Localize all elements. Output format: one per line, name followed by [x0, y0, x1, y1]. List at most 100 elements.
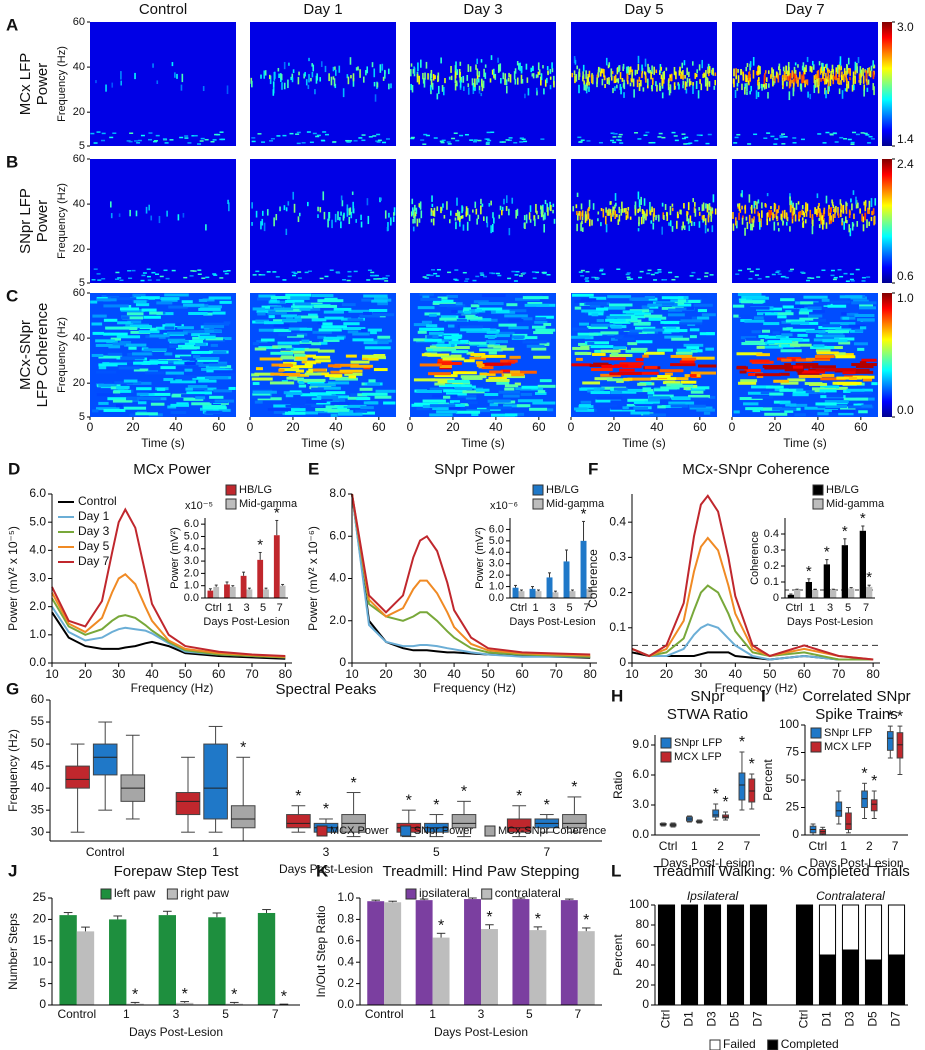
spectrogram-texture — [159, 275, 164, 278]
spectrogram-texture — [227, 199, 229, 205]
spectrogram-texture — [593, 362, 609, 366]
spectrogram-texture — [489, 272, 494, 274]
x-axis-label: Days Post-Lesion — [809, 856, 903, 870]
spectrogram-texture — [422, 72, 424, 80]
y-tick-label: 5.0 — [29, 514, 46, 528]
spectrogram-texture — [95, 407, 120, 411]
spectrogram-texture — [770, 135, 775, 138]
spectrogram-texture — [625, 349, 647, 353]
spectrogram-texture — [637, 55, 640, 64]
spectrogram-texture — [705, 70, 707, 79]
spectrogram-texture — [432, 73, 435, 81]
spectrogram-texture — [327, 409, 340, 413]
spectrogram-texture — [298, 212, 301, 217]
spectrogram-texture — [440, 206, 442, 214]
spectrogram-texture — [613, 207, 615, 212]
y-tick-label: 0 — [642, 997, 649, 1011]
spectrogram-texture — [287, 201, 290, 206]
spectrogram-texture — [832, 74, 834, 81]
spectrogram-texture — [626, 278, 631, 280]
spectrogram-texture — [328, 73, 330, 82]
chart-title: SNpr — [690, 688, 724, 705]
spectrogram-texture — [92, 314, 107, 318]
row-label: LFP Coherence — [34, 303, 51, 408]
spectrogram-texture — [523, 140, 528, 143]
spectrogram-texture — [440, 57, 442, 64]
spectrogram-texture — [430, 90, 432, 95]
spectrogram-texture — [736, 133, 741, 136]
y-tick-label: 0.8 — [337, 912, 354, 926]
spectrogram-texture — [683, 60, 686, 66]
spectrogram-texture — [646, 209, 648, 217]
spectrogram-texture — [149, 311, 163, 315]
box — [886, 731, 894, 751]
spectrogram-texture — [596, 319, 605, 323]
y-axis-label: Ratio — [611, 771, 625, 799]
spectrogram-texture — [318, 328, 342, 332]
spectrogram-texture — [748, 372, 756, 376]
stacked-bar — [680, 904, 699, 1006]
spectrogram-texture — [761, 84, 763, 91]
spectrogram-texture — [580, 400, 592, 404]
spectrogram-texture — [661, 83, 664, 89]
spectrogram-texture — [683, 143, 688, 145]
spectrogram-texture — [115, 271, 120, 274]
spectrogram-texture — [674, 71, 676, 76]
spectrogram-texture — [224, 272, 229, 275]
spectrogram-texture — [849, 76, 851, 81]
panel-letter: E — [308, 459, 319, 478]
spectrogram-texture — [275, 276, 280, 278]
spectrogram-texture — [751, 395, 774, 399]
spectrogram-texture — [640, 196, 642, 205]
spectrogram-texture — [387, 68, 390, 75]
spectrogram-texture — [809, 65, 812, 72]
spectrogram-texture — [824, 78, 826, 85]
bar — [535, 591, 542, 598]
spectrogram-texture — [418, 203, 421, 208]
spectrogram-texture — [705, 142, 710, 145]
spectrogram-texture — [340, 195, 343, 201]
spectrogram-texture — [529, 205, 532, 212]
spectrogram-texture — [534, 320, 548, 324]
spectrogram-texture — [597, 69, 600, 77]
x-tick-label: 0 — [87, 420, 94, 434]
spectrogram-texture — [839, 199, 842, 205]
spectrogram-texture — [184, 368, 193, 372]
spectrogram-texture — [596, 77, 598, 84]
spectrogram-texture — [210, 343, 218, 347]
spectrogram-texture — [848, 224, 851, 233]
spectrogram-texture — [674, 276, 679, 278]
spectrogram-texture — [784, 409, 794, 413]
spectrogram-texture — [522, 340, 547, 344]
colorbar-label: 0.6 — [897, 269, 914, 283]
spectrogram-texture — [795, 363, 819, 367]
spectrogram-texture — [862, 378, 873, 382]
spectrogram-texture — [619, 84, 622, 90]
spectrogram-texture — [441, 139, 446, 142]
spectrogram-texture — [677, 299, 686, 303]
spectrogram-texture — [837, 207, 839, 216]
spectrogram-texture — [830, 70, 832, 76]
spectrogram-texture — [695, 81, 698, 90]
significance-star: * — [713, 786, 719, 803]
spectrogram-texture — [447, 379, 470, 383]
spectrogram-texture — [650, 220, 653, 224]
spectrogram-texture — [537, 71, 540, 75]
spectrogram-texture — [263, 70, 266, 79]
spectrogram-texture — [373, 278, 378, 280]
spectrogram-texture — [669, 206, 672, 216]
spectrogram-texture — [303, 73, 305, 79]
spectrogram-texture — [648, 317, 662, 321]
spectrogram-texture — [492, 212, 494, 219]
spectrogram-texture — [619, 142, 624, 144]
x-tick-label: 50 — [179, 667, 193, 681]
spectrogram-texture — [106, 293, 130, 297]
spectrogram-texture — [272, 89, 275, 96]
x-tick-label: 80 — [866, 667, 880, 681]
legend-label: SNpr LFP — [674, 737, 722, 749]
spectrogram-texture — [733, 410, 740, 414]
spectrogram-texture — [626, 276, 631, 278]
spectrogram-texture — [664, 380, 675, 384]
x-tick-label: 80 — [584, 667, 598, 681]
spectrogram-texture — [792, 137, 797, 139]
